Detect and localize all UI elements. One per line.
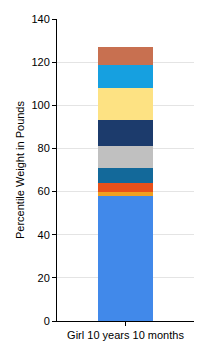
svg-text:0: 0: [44, 315, 50, 327]
svg-text:120: 120: [31, 56, 49, 68]
svg-text:100: 100: [31, 99, 49, 111]
svg-text:140: 140: [31, 13, 49, 25]
svg-text:60: 60: [38, 185, 50, 197]
svg-text:Percentile Weight in Pounds: Percentile Weight in Pounds: [14, 101, 26, 239]
svg-text:Girl 10 years 10 months: Girl 10 years 10 months: [67, 329, 184, 341]
svg-text:20: 20: [38, 272, 50, 284]
svg-text:40: 40: [38, 229, 50, 241]
svg-text:80: 80: [38, 142, 50, 154]
